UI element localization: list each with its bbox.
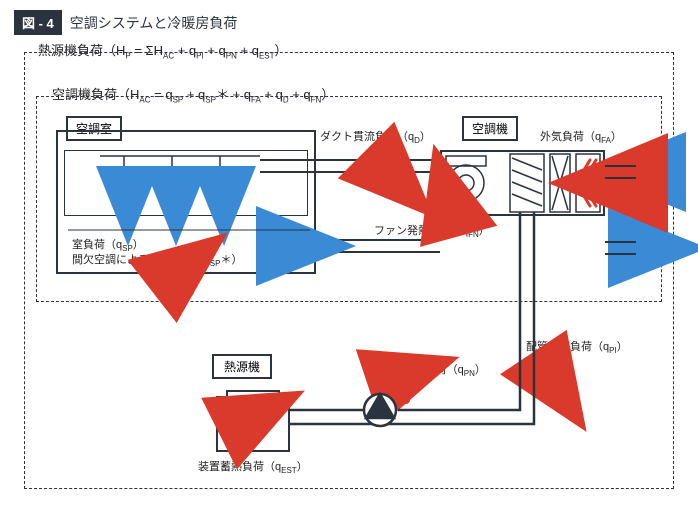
label-duct: ダクト貫流負荷（qD） [320, 128, 431, 145]
label-pump: ポンプ発熱負荷（qPN） [370, 361, 486, 378]
label-est: 装置蓄熱負荷（qEST） [198, 458, 308, 475]
label-sp2: 間欠空調による蓄熱負荷（qSP＊） [72, 251, 242, 268]
ahu-tag: 空調機 [462, 116, 518, 141]
ahu-box [440, 150, 605, 216]
heatsource-tag: 熱源機 [212, 354, 272, 379]
figure-badge: 図 - 4 [14, 10, 62, 35]
heatsource-box [216, 396, 290, 452]
room-inner-box [64, 150, 308, 216]
label-fan: ファン発熱負荷（qFN） [374, 222, 490, 239]
figure-title: 空調システムと冷暖房負荷 [70, 13, 238, 33]
label-pipe: 配管貫流負荷（qPI） [526, 338, 628, 355]
label-fa: 外気負荷（qFA） [540, 128, 622, 145]
